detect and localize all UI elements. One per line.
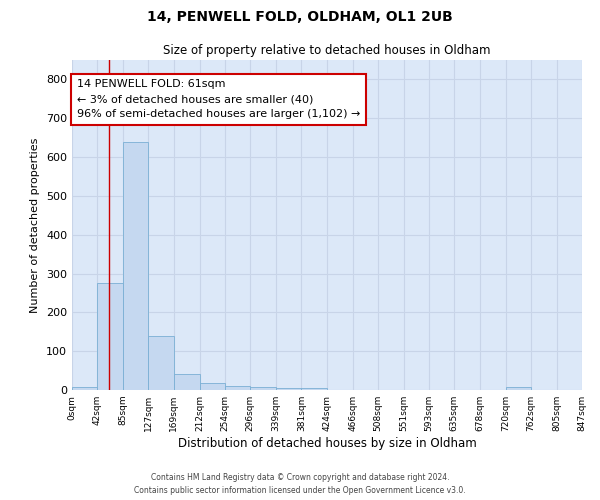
Text: 14, PENWELL FOLD, OLDHAM, OL1 2UB: 14, PENWELL FOLD, OLDHAM, OL1 2UB bbox=[147, 10, 453, 24]
Bar bbox=[276, 388, 301, 390]
Bar bbox=[97, 283, 123, 390]
Bar bbox=[301, 388, 328, 390]
Bar bbox=[200, 383, 225, 390]
Bar bbox=[148, 336, 174, 390]
Text: 14 PENWELL FOLD: 61sqm
← 3% of detached houses are smaller (40)
96% of semi-deta: 14 PENWELL FOLD: 61sqm ← 3% of detached … bbox=[77, 80, 360, 119]
Bar bbox=[174, 374, 200, 390]
Bar bbox=[506, 387, 531, 390]
Text: Contains HM Land Registry data © Crown copyright and database right 2024.
Contai: Contains HM Land Registry data © Crown c… bbox=[134, 474, 466, 495]
X-axis label: Distribution of detached houses by size in Oldham: Distribution of detached houses by size … bbox=[178, 437, 476, 450]
Y-axis label: Number of detached properties: Number of detached properties bbox=[31, 138, 40, 312]
Bar bbox=[72, 387, 97, 390]
Title: Size of property relative to detached houses in Oldham: Size of property relative to detached ho… bbox=[163, 44, 491, 58]
Bar bbox=[250, 387, 276, 390]
Bar bbox=[123, 142, 148, 390]
Bar bbox=[225, 386, 250, 390]
